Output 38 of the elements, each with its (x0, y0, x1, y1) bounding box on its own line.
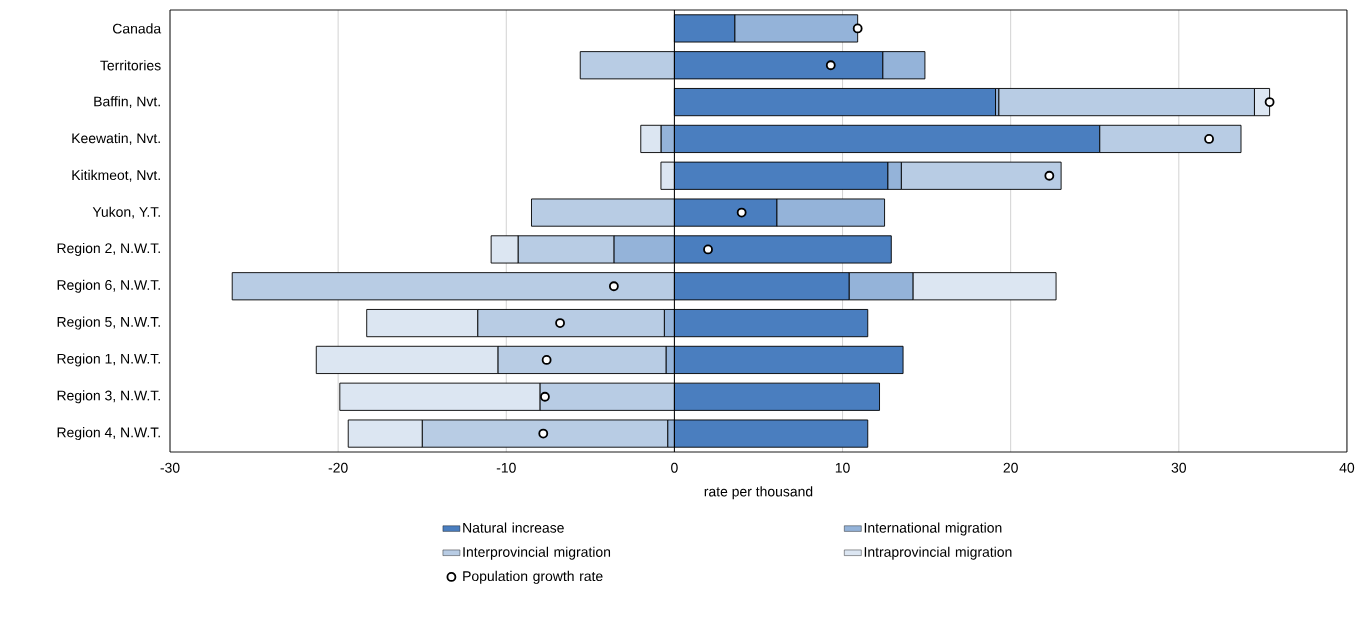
legend-label: International migration (864, 522, 1002, 536)
point (736, 207, 747, 218)
y-tick-label: Yukon, Y.T. (92, 206, 160, 219)
x-tick-label: 20 (1003, 462, 1018, 473)
x-tick-label: -10 (496, 462, 516, 473)
legend-label: Natural increase (463, 522, 564, 533)
y-tick-label: Region 5, N.W.T. (57, 316, 160, 330)
point (703, 244, 713, 255)
point (555, 318, 565, 328)
point (852, 23, 863, 34)
x-tick-label: 0 (671, 462, 678, 473)
legend-label: Intraprovincial migration (864, 546, 1012, 560)
legend-label: Population growth rate (463, 570, 603, 584)
x-tick-label: 40 (1339, 462, 1355, 473)
point (1264, 97, 1275, 107)
y-tick-label: Region 6, N.W.T. (57, 279, 160, 293)
y-tick-label: Kitikmeot, Nvt. (72, 169, 160, 182)
y-tick-label: Region 4, N.W.T. (57, 427, 160, 441)
point (1204, 134, 1214, 144)
y-tick-label: Keewatin, Nvt. (72, 132, 160, 145)
point (608, 281, 619, 292)
x-axis-title: rate per thousand (704, 486, 813, 500)
point (541, 355, 552, 365)
x-tick-label: 10 (835, 462, 850, 473)
legend-label: Interprovincial migration (463, 546, 611, 560)
x-tick-label: -20 (328, 462, 348, 473)
x-tick-label: -30 (160, 462, 180, 473)
y-tick-label: Canada (113, 23, 162, 34)
x-tick-label: 30 (1171, 462, 1187, 473)
y-tick-label: Baffin, Nvt. (94, 96, 160, 109)
y-tick-label: Territories (100, 60, 161, 71)
point (825, 60, 836, 71)
y-tick-label: Region 3, N.W.T. (57, 390, 160, 404)
point (538, 428, 549, 439)
y-tick-label: Region 2, N.W.T. (57, 242, 160, 256)
point (540, 391, 550, 402)
point (1044, 170, 1055, 181)
y-tick-label: Region 1, N.W.T. (57, 353, 160, 367)
